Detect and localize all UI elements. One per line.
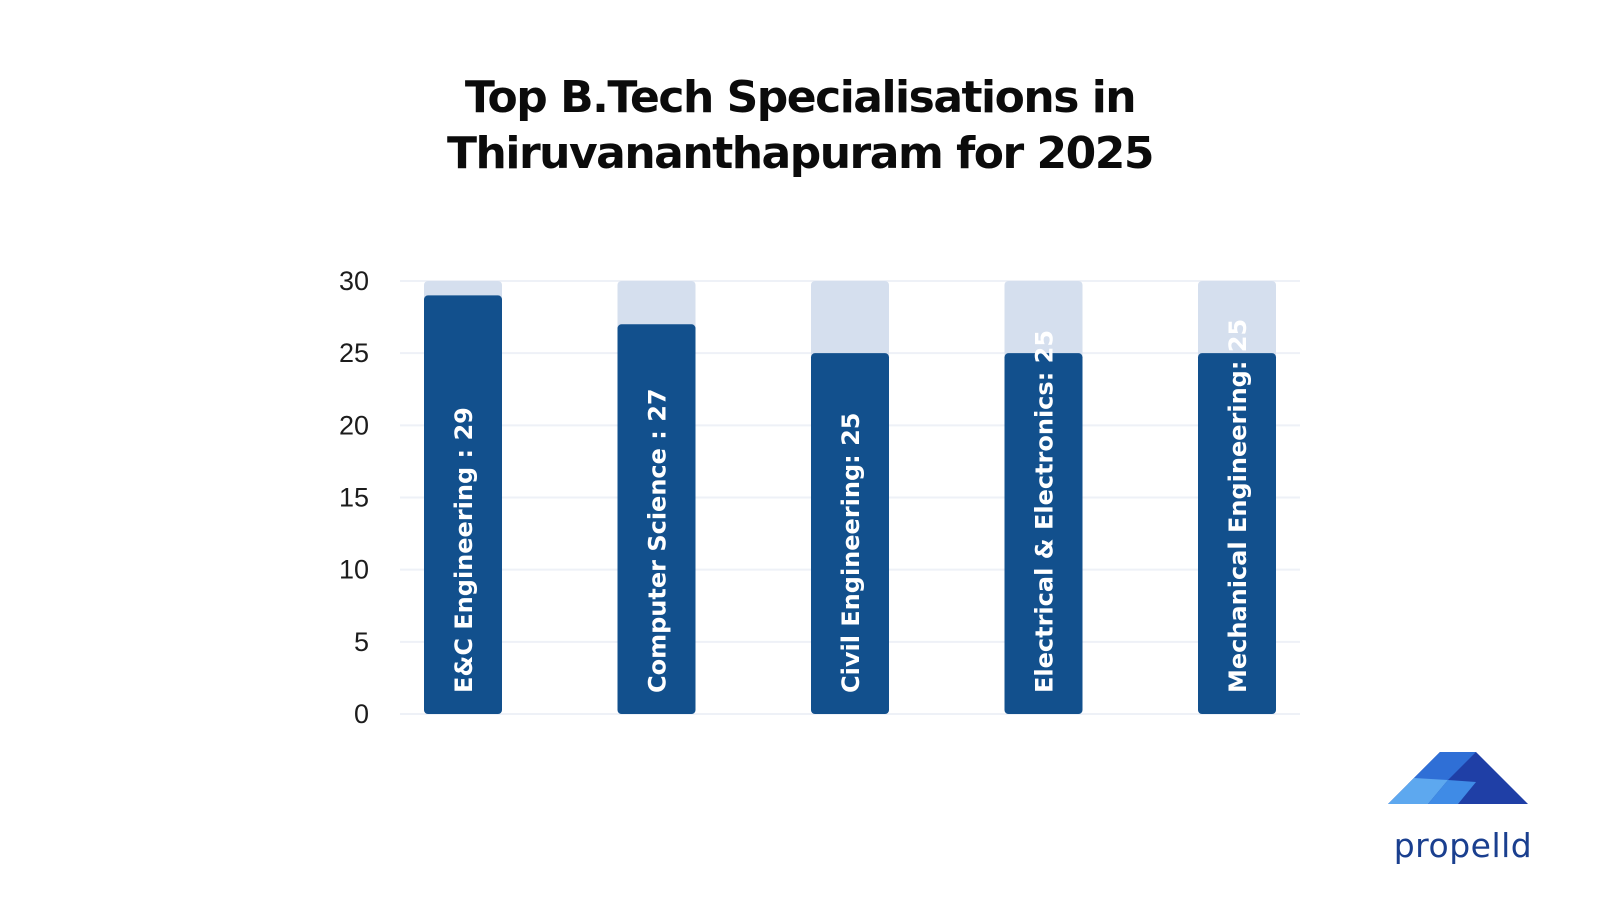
chart-title-line-1: Top B.Tech Specialisations in — [464, 72, 1137, 123]
bar-data-label: E&C Engineering : 29 — [450, 407, 478, 693]
y-tick-label: 5 — [354, 627, 369, 657]
propelld-logo-icon — [1388, 752, 1528, 804]
chart-title-line-2: Thiruvananthapuram for 2025 — [447, 128, 1154, 179]
bar — [617, 324, 696, 714]
bar — [424, 295, 502, 714]
y-tick-label: 20 — [339, 410, 369, 440]
bar — [1004, 353, 1083, 714]
bar-data-label: Computer Science : 27 — [644, 388, 672, 693]
y-tick-label: 0 — [354, 699, 369, 729]
y-tick-label: 10 — [339, 555, 369, 585]
bar — [1198, 353, 1276, 714]
y-axis: 0 5 10 15 20 25 30 — [339, 266, 369, 729]
brand-name: propelld — [1393, 826, 1533, 865]
bar-data-label: Civil Engineering: 25 — [837, 413, 865, 694]
y-tick-label: 15 — [339, 483, 369, 513]
y-tick-label: 30 — [339, 266, 369, 296]
bar-data-label: Electrical & Electronics: 25 — [1031, 330, 1059, 693]
bars: E&C Engineering : 29 Computer Science : 2… — [424, 281, 1276, 714]
bar — [811, 353, 889, 714]
y-tick-label: 25 — [339, 338, 369, 368]
chart-title: Top B.Tech Specialisations in Thiruvanan… — [0, 70, 1600, 182]
bar-data-label: Mechanical Engineering: 25 — [1224, 319, 1252, 693]
